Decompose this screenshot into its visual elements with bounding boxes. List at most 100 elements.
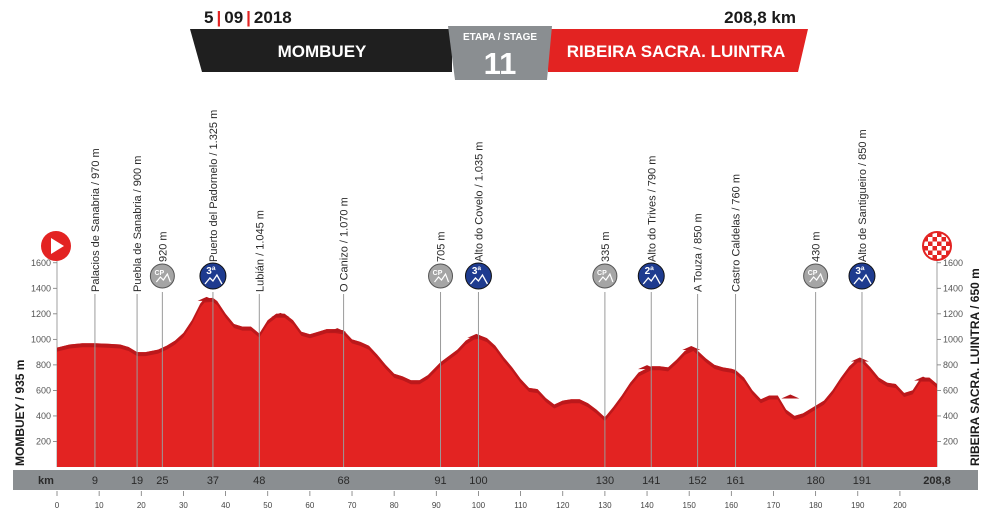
markers-layer: Palacios de Sanabria / 970 m Puebla de Sa… [90,110,876,467]
km-bar-value: 180 [806,475,824,487]
km-bar-value: 68 [337,475,349,487]
finish-banner [548,29,808,72]
waypoint-label: Alto do Trives / 790 m [646,156,658,262]
waypoint-label: 920 m [157,231,169,262]
y-tick-label-left: 600 [36,385,51,395]
y-tick-label-right: 400 [943,411,958,421]
x-tick-label: 70 [348,501,357,510]
waypoint-marker: Alto do Trives / 790 m 2ª [637,156,665,467]
climb-mountain-glyph [642,273,661,285]
y-tick-label-right: 200 [943,436,958,446]
sprint-icon-text: CP [808,270,818,277]
waypoint-label: Alto do Covelo / 1.035 m [473,142,485,262]
start-name: MOMBUEY [278,42,367,61]
x-tick-label: 20 [137,501,146,510]
waypoint-label: Puerto del Padornelo / 1.325 m [208,110,220,262]
waypoint-marker: Lubián / 1.045 m [254,210,266,467]
y-tick-label-left: 800 [36,360,51,370]
waypoint-marker: Puebla de Sanabria / 900 m [132,156,144,467]
km-bar-value: 25 [156,475,168,487]
km-bar-value: 48 [253,475,265,487]
waypoint-marker: Alto do Covelo / 1.035 m 3ª [464,142,492,467]
profile-peak [197,296,216,301]
stage-date: 5 | 09 | 2018 [204,8,292,28]
km-bar: km 9 19 25 37 48 68 91 100 130 141 152 161 180 191 208,… [13,470,978,510]
climb-mountain-glyph [204,273,223,285]
profile-area [57,296,937,467]
y-tick-label-right: 1000 [943,334,963,344]
x-tick-label: 0 [55,501,60,510]
y-tick-label-right: 600 [943,385,958,395]
x-tick-label: 140 [640,501,654,510]
profile-peak [850,357,869,362]
waypoint-marker: A Touza / 850 m [693,213,705,467]
profile-peak [328,328,347,333]
x-tick-label: 50 [263,501,272,510]
x-tick-label: 100 [472,501,486,510]
sprint-mountain-glyph [809,272,825,283]
date-year: 2018 [253,8,292,27]
x-tick-label: 90 [432,501,441,510]
y-tick-label-right: 1600 [943,258,963,268]
climb-category-text: 3ª [206,266,216,277]
km-bar-value: 37 [207,475,219,487]
km-bar-value: 91 [434,475,446,487]
stage-number-box [448,26,552,80]
y-tick-label-right: 1400 [943,283,963,293]
y-tick-label-left: 1600 [31,258,51,268]
km-bar-value: 130 [596,475,614,487]
waypoint-marker: Palacios de Sanabria / 970 m [90,148,102,467]
x-tick-label: 40 [221,501,230,510]
stage-header-banner: MOMBUEY RIBEIRA SACRA. LUINTRA ETAPA / S… [190,26,808,81]
km-bar-background [13,470,978,490]
y-label-finish: RIBEIRA SACRA. LUINTRA / 650 m [968,268,982,466]
km-bar-label: km [38,475,54,487]
profile-peak [271,312,290,317]
x-tick-label: 110 [514,501,527,510]
date-separator: | [216,8,222,27]
km-bar-value: 208,8 [923,475,951,487]
climb-mountain-glyph [469,273,489,285]
x-tick-label: 80 [390,501,399,510]
climb-category-text: 3ª [855,266,865,277]
profile-peak [781,394,800,399]
y-tick-label-left: 1200 [31,309,51,319]
km-bar-value: 9 [92,475,98,487]
waypoint-marker: 920 m CP [149,231,175,467]
stage-distance: 208,8 km [724,8,796,27]
elevation-profile [57,297,937,467]
climb-category-text: 3ª [472,266,482,277]
sprint-icon-text: CP [597,270,607,277]
waypoint-label: Lubián / 1.045 m [254,210,266,292]
x-tick-label: 200 [893,501,907,510]
waypoint-label: 335 m [600,231,612,262]
y-tick-label-left: 1000 [31,334,51,344]
waypoint-label: 705 m [436,231,448,262]
waypoint-marker: 705 m CP [428,231,454,467]
km-bar-value: 191 [853,475,871,487]
km-bar-value: 141 [642,475,660,487]
km-bar-value: 100 [469,475,487,487]
waypoint-marker: Castro Caldelas / 760 m [731,174,743,467]
km-bar-value: 152 [688,475,706,487]
km-bar-value: 19 [131,475,143,487]
date-month: 09 [224,8,244,27]
waypoint-label: Puebla de Sanabria / 900 m [132,156,144,292]
x-tick-label: 10 [95,501,104,510]
y-tick-label-left: 400 [36,411,51,421]
stage-label: ETAPA / STAGE [463,32,537,43]
sprint-mountain-glyph [434,272,450,283]
climb-category-text: 2ª [645,266,655,277]
y-tick-label-right: 1200 [943,309,963,319]
y-tick-label-left: 1400 [31,283,51,293]
sprint-icon-text: CP [154,270,164,277]
profile-peak [914,376,933,381]
y-tick-label-right: 800 [943,360,958,370]
climb-mountain-glyph [853,273,872,285]
profile-peak [682,346,701,351]
start-icon [41,231,71,261]
date-day: 5 [204,8,214,27]
km-bar-value: 161 [726,475,744,487]
x-tick-label: 120 [556,501,570,510]
stage-number: 11 [484,46,517,81]
